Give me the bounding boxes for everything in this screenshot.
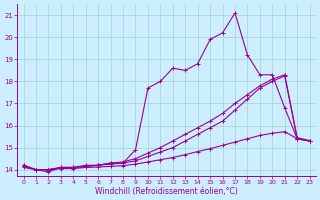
- X-axis label: Windchill (Refroidissement éolien,°C): Windchill (Refroidissement éolien,°C): [95, 187, 238, 196]
